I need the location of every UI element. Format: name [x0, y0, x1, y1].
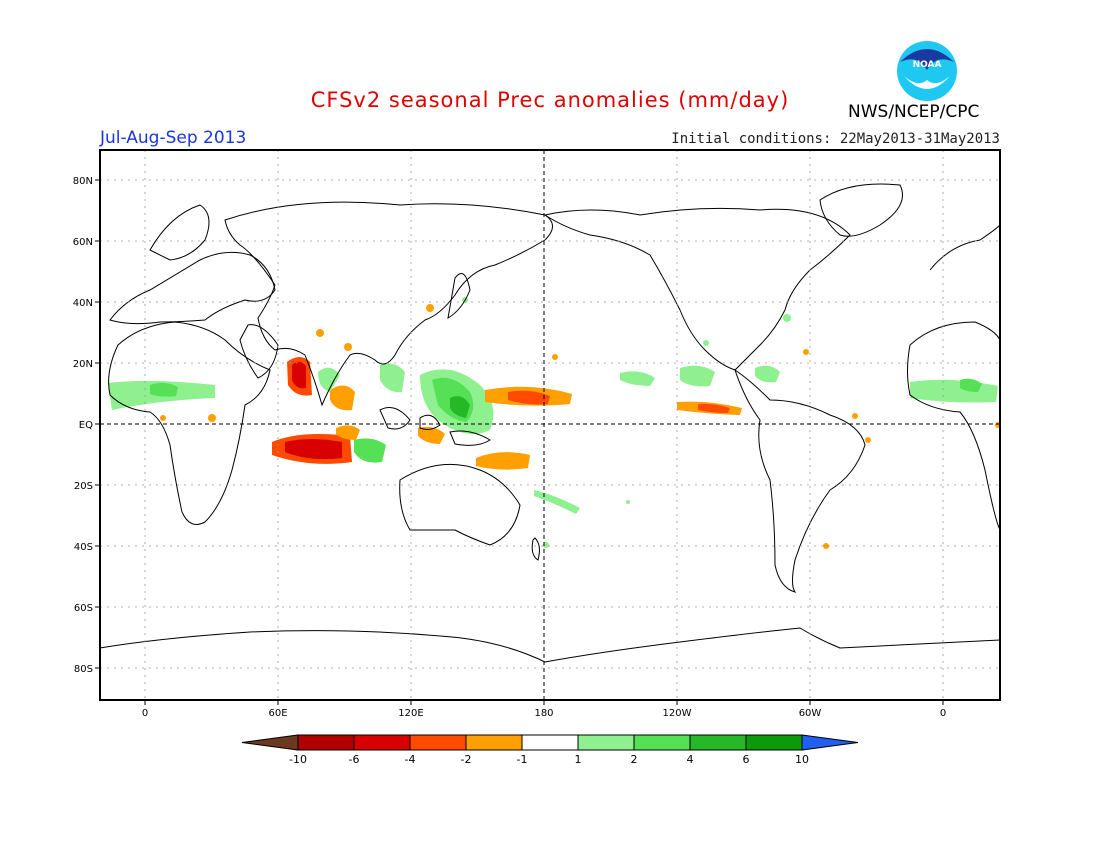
coast-scandinavia — [149, 204, 210, 261]
coast-greenland — [819, 183, 903, 237]
anomaly-speck — [865, 437, 871, 443]
colorbar-box — [633, 734, 691, 751]
colorbar-arrow-low — [241, 734, 299, 751]
anomaly-new-guinea-dry — [476, 452, 530, 470]
anomaly-atlantic-patch — [960, 378, 982, 392]
coast-arabia — [239, 324, 279, 379]
coast-south-america — [734, 368, 866, 593]
anomaly-speck — [426, 304, 434, 312]
colorbar-box — [521, 734, 579, 751]
colorbar-label: 2 — [631, 753, 638, 766]
lon-label-120w: 120W — [663, 708, 692, 719]
anomaly-wp-dry-core — [508, 390, 550, 405]
anomaly-arabian-core — [292, 361, 306, 389]
anomaly-philippine-deep — [450, 396, 470, 418]
lat-label-40s: 40S — [74, 542, 93, 553]
coast-indonesia — [379, 407, 491, 446]
coast-asia — [224, 201, 553, 407]
anomaly-spcz-wet — [534, 490, 580, 514]
lat-label-80s: 80S — [74, 664, 93, 675]
anomaly-sio-orange-east — [336, 425, 360, 440]
colorbar-label: 6 — [743, 753, 750, 766]
colorbar-box — [409, 734, 467, 751]
colorbar-box — [745, 734, 803, 751]
colorbar-box — [689, 734, 747, 751]
coast-antarctica — [99, 627, 1001, 663]
anomaly-speck — [208, 414, 216, 422]
lon-label-0: 0 — [142, 708, 148, 719]
lat-label-80n: 80N — [73, 176, 93, 187]
anomaly-speck — [823, 543, 829, 549]
lat-label-60s: 60S — [74, 603, 93, 614]
coast-north-america — [543, 207, 851, 371]
noaa-logo: NOAA — [897, 41, 957, 101]
colorbar-label: 10 — [795, 753, 809, 766]
colorbar-label: 4 — [687, 753, 694, 766]
colorbar-label: -4 — [405, 753, 416, 766]
map-title: CFSv2 seasonal Prec anomalies (mm/day) — [310, 88, 790, 112]
colorbar: -10 -6 -4 -2 -1 1 2 4 6 10 — [241, 734, 859, 766]
anomaly-speck — [803, 349, 809, 355]
anomaly-east-pacific-wet — [620, 371, 655, 386]
anomaly-caribbean-wet — [755, 365, 780, 383]
tick-marks — [95, 179, 944, 705]
coast-new-zealand — [531, 537, 540, 561]
organization-label: NWS/NCEP/CPC — [848, 102, 980, 122]
coast-australia — [399, 463, 521, 546]
colorbar-label: -2 — [461, 753, 472, 766]
anomaly-sio-green — [354, 438, 386, 463]
anomaly-shading — [108, 297, 1001, 549]
anomaly-speck — [703, 340, 709, 346]
colorbar-box — [577, 734, 635, 751]
anomaly-south-china-sea — [380, 363, 405, 393]
coast-europe-repeat — [929, 224, 1001, 271]
colorbar-label: -10 — [289, 753, 307, 766]
colorbar-label: 1 — [575, 753, 582, 766]
coastlines — [99, 183, 1001, 663]
anomaly-indonesia-orange — [418, 426, 445, 444]
anomaly-speck — [783, 314, 791, 322]
colorbar-box — [353, 734, 411, 751]
lon-label-0-right: 0 — [940, 708, 946, 719]
anomaly-sahel-patch — [150, 382, 178, 397]
anomaly-bay-bengal — [330, 385, 355, 411]
anomaly-india-wet — [318, 367, 340, 392]
anomaly-atlantic-itcz — [910, 379, 998, 403]
anomaly-speck — [344, 343, 352, 351]
initial-conditions-label: Initial conditions: 22May2013-31May2013 — [671, 131, 1000, 147]
colorbar-label: -6 — [349, 753, 360, 766]
coast-africa — [108, 321, 271, 525]
anomaly-epac-dry-core — [698, 403, 730, 413]
lat-label-eq: EQ — [79, 420, 93, 431]
colorbar-box — [297, 734, 355, 751]
lon-label-60w: 60W — [799, 708, 822, 719]
lon-label-60e: 60E — [268, 708, 287, 719]
anomaly-mexico-wet — [680, 365, 715, 387]
lat-label-20n: 20N — [73, 359, 93, 370]
noaa-logo-text: NOAA — [913, 60, 942, 70]
coast-europe — [109, 251, 276, 325]
anomaly-sio-core — [285, 439, 342, 460]
season-label: Jul-Aug-Sep 2013 — [100, 128, 247, 148]
anomaly-speck — [552, 354, 558, 360]
colorbar-label: -1 — [517, 753, 528, 766]
gridlines — [100, 150, 1000, 700]
lat-label-60n: 60N — [73, 237, 93, 248]
lat-label-20s: 20S — [74, 481, 93, 492]
colorbar-box — [465, 734, 523, 751]
lat-label-40n: 40N — [73, 298, 93, 309]
anomaly-speck — [160, 415, 166, 421]
coast-japan — [447, 273, 471, 319]
lon-label-120e: 120E — [398, 708, 423, 719]
anomaly-speck — [316, 329, 324, 337]
colorbar-arrow-high — [801, 734, 859, 751]
anomaly-speck — [626, 500, 630, 504]
lon-label-180: 180 — [534, 708, 553, 719]
anomaly-speck — [852, 413, 858, 419]
map-frame — [99, 149, 1001, 701]
coast-africa-repeat — [907, 321, 1001, 531]
